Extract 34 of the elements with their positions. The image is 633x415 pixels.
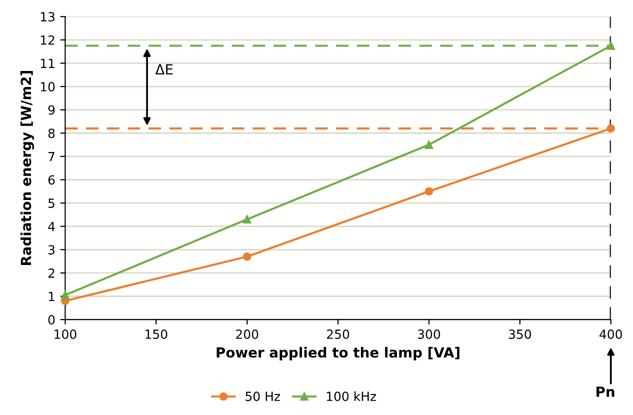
legend-label: 50 Hz xyxy=(246,392,280,402)
y-tick-label: 5 xyxy=(48,198,54,208)
y-tick-label: 8 xyxy=(48,128,55,138)
x-tick-label: 250 xyxy=(327,329,350,339)
y-tick-label: 3 xyxy=(48,245,54,255)
x-tick-label: 100 xyxy=(54,329,76,339)
y-tick-label: 10 xyxy=(40,82,55,92)
x-axis-title: Power applied to the lamp [VA] xyxy=(216,346,460,360)
y-tick-label: 4 xyxy=(48,222,55,232)
x-tick-label: 200 xyxy=(236,329,258,339)
y-axis-title: Radiation energy [W/m2] xyxy=(20,71,34,266)
y-tick-label: 9 xyxy=(48,105,55,115)
point xyxy=(61,290,70,300)
text: Pn xyxy=(596,386,614,397)
y-tick-label: 12 xyxy=(40,35,54,45)
legend-label: 100 kHz xyxy=(326,391,376,402)
x-tick-label: 300 xyxy=(418,329,440,339)
point xyxy=(242,215,252,224)
annotation: ΔE xyxy=(155,64,173,74)
x-tick-label: 150 xyxy=(146,329,168,339)
point xyxy=(606,42,616,50)
x-tick-label: 350 xyxy=(508,329,532,339)
y-tick-label: 0 xyxy=(48,315,55,324)
y-tick-label: 7 xyxy=(48,152,54,162)
y-tick-label: 13 xyxy=(40,12,54,22)
y-tick-label: 1 xyxy=(48,292,54,301)
point xyxy=(424,140,434,149)
point xyxy=(424,187,434,196)
x-tick-label: 400 xyxy=(600,329,622,339)
y-tick-label: 2 xyxy=(48,268,54,278)
point xyxy=(606,124,616,133)
y-tick-label: 11 xyxy=(40,58,54,68)
point xyxy=(242,252,252,261)
y-tick-label: 6 xyxy=(48,175,55,185)
